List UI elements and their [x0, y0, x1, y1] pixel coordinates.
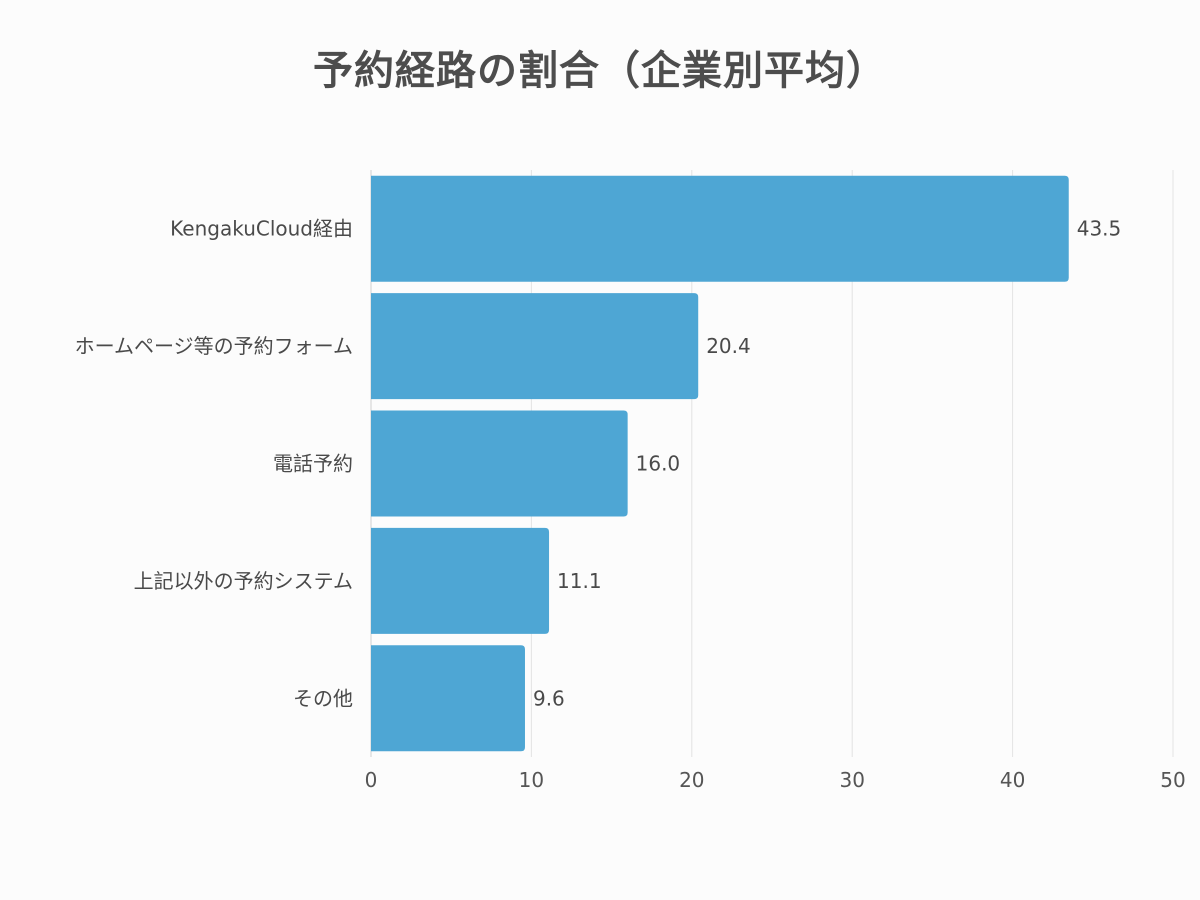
bar: [371, 645, 525, 752]
category-label: ホームページ等の予約フォーム: [75, 334, 353, 358]
x-tick-label: 20: [679, 768, 704, 792]
bar-group: [371, 645, 525, 752]
value-label: 20.4: [706, 334, 751, 358]
x-tick-label: 40: [1000, 768, 1025, 792]
bar: [371, 410, 628, 517]
bar-group: [371, 527, 550, 634]
bar: [371, 175, 1069, 282]
labels: 0 10 20 30 40 50 KengakuCloud経由 43.5 ホームページ等の予約フ…: [75, 217, 1186, 792]
category-label: KengakuCloud経由: [170, 217, 353, 241]
value-label: 16.0: [636, 452, 681, 476]
category-label: 上記以外の予約システム: [134, 569, 353, 593]
x-tick-label: 30: [839, 768, 864, 792]
value-label: 9.6: [533, 686, 565, 710]
bars: [371, 175, 1069, 752]
bar-group: [371, 175, 1069, 282]
value-label: 43.5: [1077, 217, 1122, 241]
bar-group: [371, 293, 699, 400]
category-label: 電話予約: [273, 452, 353, 476]
chart-title: 予約経路の割合（企業別平均）: [313, 48, 887, 94]
x-tick-label: 10: [519, 768, 544, 792]
bar-group: [371, 410, 628, 517]
category-label: その他: [293, 686, 353, 710]
value-label: 11.1: [557, 569, 602, 593]
bar: [371, 293, 699, 400]
x-tick-label: 0: [365, 768, 378, 792]
x-tick-label: 50: [1160, 768, 1185, 792]
bar: [371, 527, 550, 634]
